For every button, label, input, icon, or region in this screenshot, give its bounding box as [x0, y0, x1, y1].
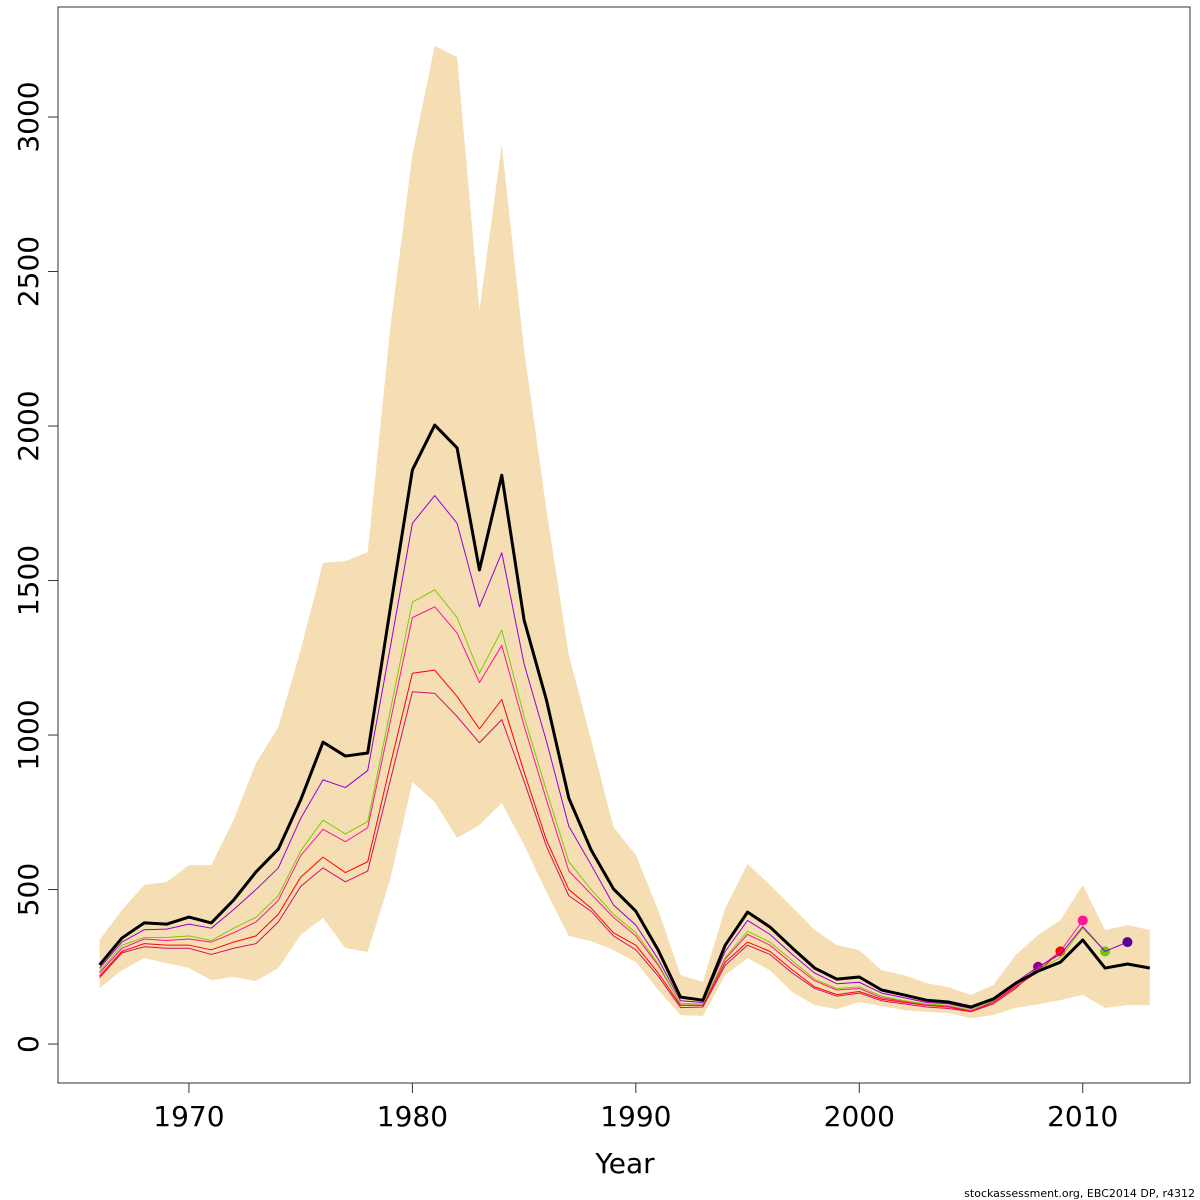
- series-line: [99, 669, 1061, 1013]
- series-line: [99, 589, 1106, 1011]
- y-tick-label: 3000: [12, 81, 45, 152]
- y-tick-label: 1000: [12, 699, 45, 770]
- y-tick-label: 500: [12, 863, 45, 916]
- end-point: [1122, 937, 1133, 948]
- x-tick-label: 2000: [824, 1100, 895, 1133]
- x-tick-label: 1980: [377, 1100, 448, 1133]
- series-line: [99, 495, 1128, 1010]
- footer: stockassessment.org, EBC2014 DP, r4312: [964, 1187, 1195, 1200]
- y-tick-label: 2000: [12, 390, 45, 461]
- plot-frame: [57, 6, 1191, 1084]
- x-axis-label: Year: [594, 1147, 655, 1180]
- x-tick-label: 2010: [1047, 1100, 1118, 1133]
- series-line: [99, 691, 1039, 1013]
- y-tick-label: 2500: [12, 236, 45, 307]
- series-line: [99, 606, 1084, 1012]
- x-tick-label: 1970: [153, 1100, 224, 1133]
- end-point: [1077, 915, 1088, 926]
- y-tick-label: 1500: [12, 545, 45, 616]
- series-line: [98, 423, 1151, 1009]
- x-tick-label: 1990: [600, 1100, 671, 1133]
- y-tick-label: 0: [12, 1035, 45, 1053]
